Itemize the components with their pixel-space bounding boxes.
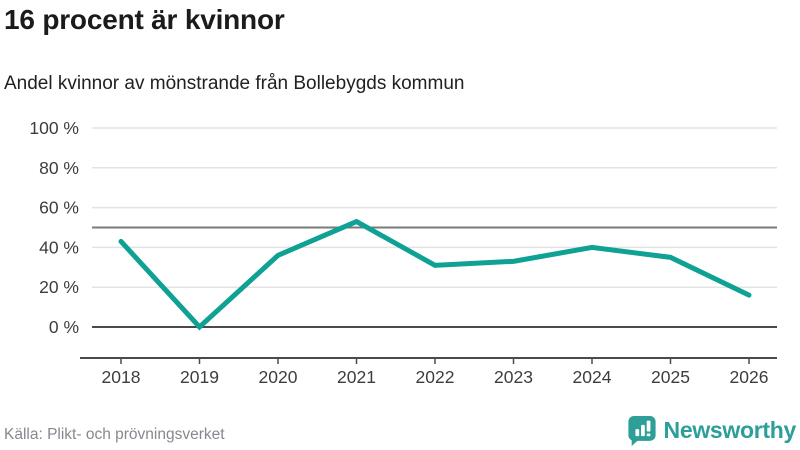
x-tick-label: 2018 [102,367,141,387]
y-tick-label: 80 % [39,158,79,178]
x-tick-label: 2022 [416,367,455,387]
chart-subtitle: Andel kvinnor av mönstrande från Bolleby… [4,73,465,94]
gridlines [92,127,777,328]
x-tick-label: 2019 [180,367,219,387]
x-tick-label: 2020 [259,367,298,387]
x-tick-label: 2024 [573,367,612,387]
y-axis-labels: 0 % 20 % 40 % 60 % 80 % 100 % [29,118,79,337]
newsworthy-logo-icon [627,415,656,446]
newsworthy-logo-text: Newsworthy [663,417,797,443]
line-chart: 0 % 20 % 40 % 60 % 80 % 100 % 2018 2019 2020 202… [29,118,777,387]
source-note: Källa: Plikt- och prövningsverket [4,426,225,443]
y-tick-label: 20 % [39,277,79,297]
trend-line [118,218,752,331]
x-tick-label: 2025 [651,367,690,387]
newsworthy-logo: Newsworthy [627,414,796,447]
y-tick-label: 40 % [39,237,79,257]
x-tick-label: 2026 [730,367,769,387]
y-tick-label: 0 % [49,317,79,337]
x-tick-label: 2023 [494,367,533,387]
x-axis-ticks [120,358,750,364]
chart-title: 16 procent är kvinnor [4,4,285,35]
x-axis-labels: 2018 2019 2020 2021 2022 2023 2024 2025 2026 [102,367,769,387]
x-tick-label: 2021 [337,367,376,387]
y-tick-label: 60 % [39,198,79,218]
y-tick-label: 100 % [29,118,79,138]
